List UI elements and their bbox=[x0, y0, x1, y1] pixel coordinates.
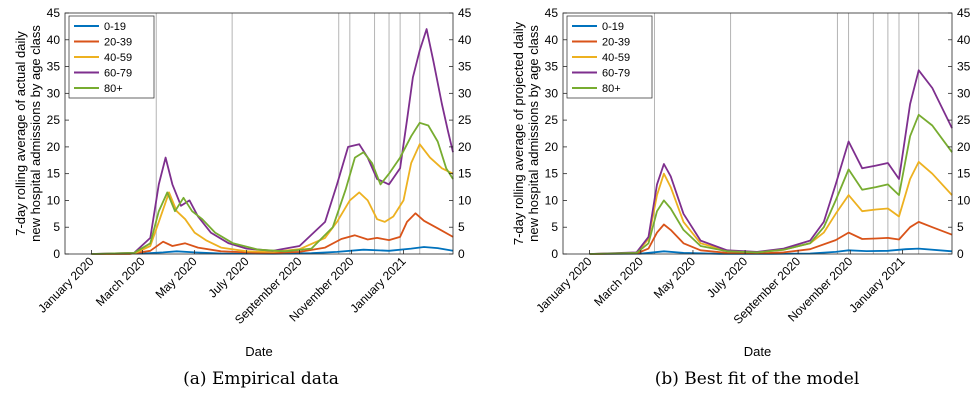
series-line-60-79 bbox=[589, 69, 953, 255]
x-tick-label: March 2020 bbox=[93, 254, 148, 309]
y-tick-label-right: 30 bbox=[957, 86, 971, 100]
legend-label: 20-39 bbox=[602, 37, 630, 49]
x-axis-label: Date bbox=[245, 344, 272, 359]
plot-frame bbox=[562, 12, 953, 255]
y-tick-label-right: 25 bbox=[458, 113, 472, 127]
y-tick-label: 30 bbox=[545, 86, 559, 100]
y-tick-label-right: 5 bbox=[957, 220, 964, 234]
legend-label: 0-19 bbox=[602, 21, 624, 33]
legend-label: 80+ bbox=[602, 83, 621, 95]
x-tick-label: January 2021 bbox=[347, 254, 409, 316]
y-tick-label: 15 bbox=[545, 167, 559, 181]
y-tick-label: 20 bbox=[47, 140, 61, 154]
y-tick-label: 10 bbox=[545, 193, 559, 207]
y-tick-label: 15 bbox=[47, 167, 61, 181]
y-tick-label-right: 15 bbox=[957, 167, 971, 181]
y-tick-label: 40 bbox=[545, 33, 559, 47]
y-axis-label: 7-day rolling average of actual dailynew… bbox=[13, 25, 43, 242]
y-tick-label: 0 bbox=[53, 247, 60, 261]
x-tick-label: March 2020 bbox=[591, 254, 646, 309]
y-tick-label-right: 5 bbox=[458, 220, 465, 234]
series-line-20-39 bbox=[589, 220, 953, 255]
legend-label: 40-59 bbox=[602, 52, 630, 64]
y-tick-label: 35 bbox=[545, 60, 559, 74]
x-tick-label: January 2020 bbox=[35, 254, 97, 316]
series-line-0-19 bbox=[91, 246, 454, 255]
legend-label: 60-79 bbox=[602, 68, 630, 80]
x-tick-label: January 2021 bbox=[846, 254, 908, 316]
y-tick-label-right: 0 bbox=[458, 247, 465, 261]
plot-frame bbox=[64, 12, 454, 255]
figure-caption: (b) Best fit of the model bbox=[655, 369, 860, 389]
y-axis-label: 7-day rolling average of projected daily… bbox=[511, 21, 541, 245]
y-tick-label-right: 20 bbox=[458, 140, 472, 154]
figure-caption: (a) Empirical data bbox=[183, 369, 339, 389]
y-tick-label: 25 bbox=[47, 113, 61, 127]
y-tick-label-right: 0 bbox=[957, 247, 964, 261]
y-tick-label-right: 20 bbox=[957, 140, 971, 154]
legend: 0-19 20-39 40-59 60-79 80+ bbox=[566, 15, 653, 99]
x-tick-label: July 2020 bbox=[704, 254, 750, 300]
y-tick-label: 40 bbox=[47, 33, 61, 47]
legend-label: 60-79 bbox=[104, 68, 132, 80]
y-tick-label: 20 bbox=[545, 140, 559, 154]
chart-a: 0 0 5 5 10 10 15 15 20 20 25 25 30 30 35 35 40 40 45 45 Janu… bbox=[13, 6, 472, 389]
x-axis-label: Date bbox=[744, 344, 771, 359]
series-line-40-59 bbox=[91, 143, 454, 255]
y-tick-label: 5 bbox=[551, 220, 558, 234]
y-tick-label-right: 30 bbox=[458, 86, 472, 100]
y-tick-label-right: 10 bbox=[957, 193, 971, 207]
y-tick-label: 5 bbox=[53, 220, 60, 234]
x-tick-label: May 2020 bbox=[651, 254, 698, 301]
y-tick-label-right: 35 bbox=[957, 60, 971, 74]
y-tick-label: 45 bbox=[47, 6, 61, 20]
series-line-80+ bbox=[589, 113, 953, 255]
x-tick-label: May 2020 bbox=[153, 254, 200, 301]
x-tick-label: July 2020 bbox=[206, 254, 252, 300]
y-tick-label-right: 25 bbox=[957, 113, 971, 127]
y-tick-label-right: 10 bbox=[458, 193, 472, 207]
y-tick-label-right: 15 bbox=[458, 167, 472, 181]
y-tick-label-right: 35 bbox=[458, 60, 472, 74]
y-tick-label: 30 bbox=[47, 86, 61, 100]
y-tick-label-right: 45 bbox=[957, 6, 971, 20]
y-tick-label-right: 40 bbox=[458, 33, 472, 47]
legend-label: 40-59 bbox=[104, 52, 132, 64]
y-tick-label-right: 45 bbox=[458, 6, 472, 20]
y-tick-label: 0 bbox=[551, 247, 558, 261]
series-line-20-39 bbox=[91, 212, 454, 255]
series-line-60-79 bbox=[91, 28, 454, 255]
y-tick-label-right: 40 bbox=[957, 33, 971, 47]
series-line-80+ bbox=[91, 121, 454, 255]
y-tick-label: 35 bbox=[47, 60, 61, 74]
legend: 0-19 20-39 40-59 60-79 80+ bbox=[68, 15, 155, 99]
legend-label: 20-39 bbox=[104, 37, 132, 49]
series-line-0-19 bbox=[589, 247, 953, 255]
y-tick-label: 45 bbox=[545, 6, 559, 20]
y-tick-label: 10 bbox=[47, 193, 61, 207]
x-tick-label: January 2020 bbox=[533, 254, 595, 316]
legend-label: 0-19 bbox=[104, 21, 126, 33]
y-tick-label: 25 bbox=[545, 113, 559, 127]
chart-b: 0 0 5 5 10 10 15 15 20 20 25 25 30 30 35 35 40 40 45 45 Janu… bbox=[511, 6, 971, 389]
legend-label: 80+ bbox=[104, 83, 123, 95]
